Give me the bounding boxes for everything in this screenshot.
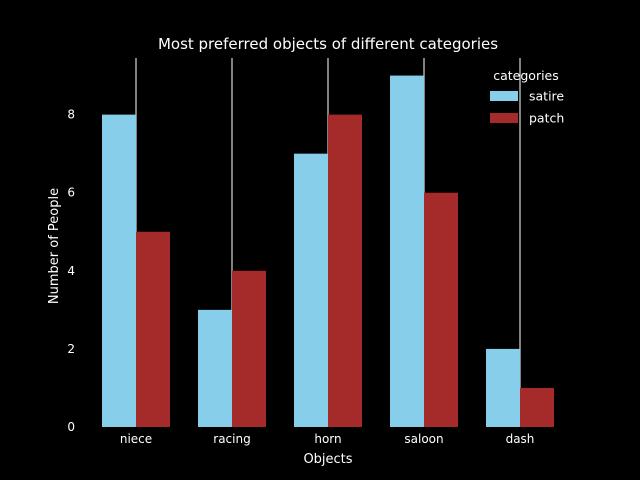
bar-satire-horn xyxy=(294,153,328,427)
bar-satire-dash xyxy=(486,348,520,427)
x-ticks: niece racing horn saloon dash xyxy=(120,432,535,446)
bar-satire-saloon xyxy=(390,75,424,428)
bar-patch-horn xyxy=(328,114,362,427)
y-axis-label: Number of People xyxy=(47,188,62,304)
legend-swatch-patch xyxy=(490,113,518,123)
x-axis-label: Objects xyxy=(303,452,352,467)
y-tick-label-0: 0 xyxy=(67,420,75,434)
legend-title: categories xyxy=(493,68,559,83)
legend-items: satire patch xyxy=(490,89,564,126)
x-tick-label-horn: horn xyxy=(314,432,341,446)
chart-title: Most preferred objects of different cate… xyxy=(158,35,498,53)
x-tick-label-niece: niece xyxy=(120,432,152,446)
y-tick-label-8: 8 xyxy=(67,108,75,122)
x-tick-label-racing: racing xyxy=(213,432,250,446)
y-tick-label-2: 2 xyxy=(67,342,75,356)
x-tick-label-dash: dash xyxy=(506,432,535,446)
bar-patch-racing xyxy=(232,270,266,427)
y-tick-label-4: 4 xyxy=(67,264,75,278)
y-tick-label-6: 6 xyxy=(67,186,75,200)
bar-satire-niece xyxy=(102,114,136,427)
bar-patch-saloon xyxy=(424,192,458,427)
bar-patch-dash xyxy=(520,387,554,427)
bars-layer xyxy=(102,75,554,428)
legend-label-satire: satire xyxy=(529,89,564,104)
legend-swatch-satire xyxy=(490,91,518,101)
y-ticks: 0 2 4 6 8 xyxy=(67,108,75,434)
legend-label-patch: patch xyxy=(529,111,564,126)
bar-satire-racing xyxy=(198,309,232,427)
x-tick-label-saloon: saloon xyxy=(404,432,443,446)
legend: categories satire patch xyxy=(490,68,564,126)
bar-patch-niece xyxy=(136,231,170,427)
